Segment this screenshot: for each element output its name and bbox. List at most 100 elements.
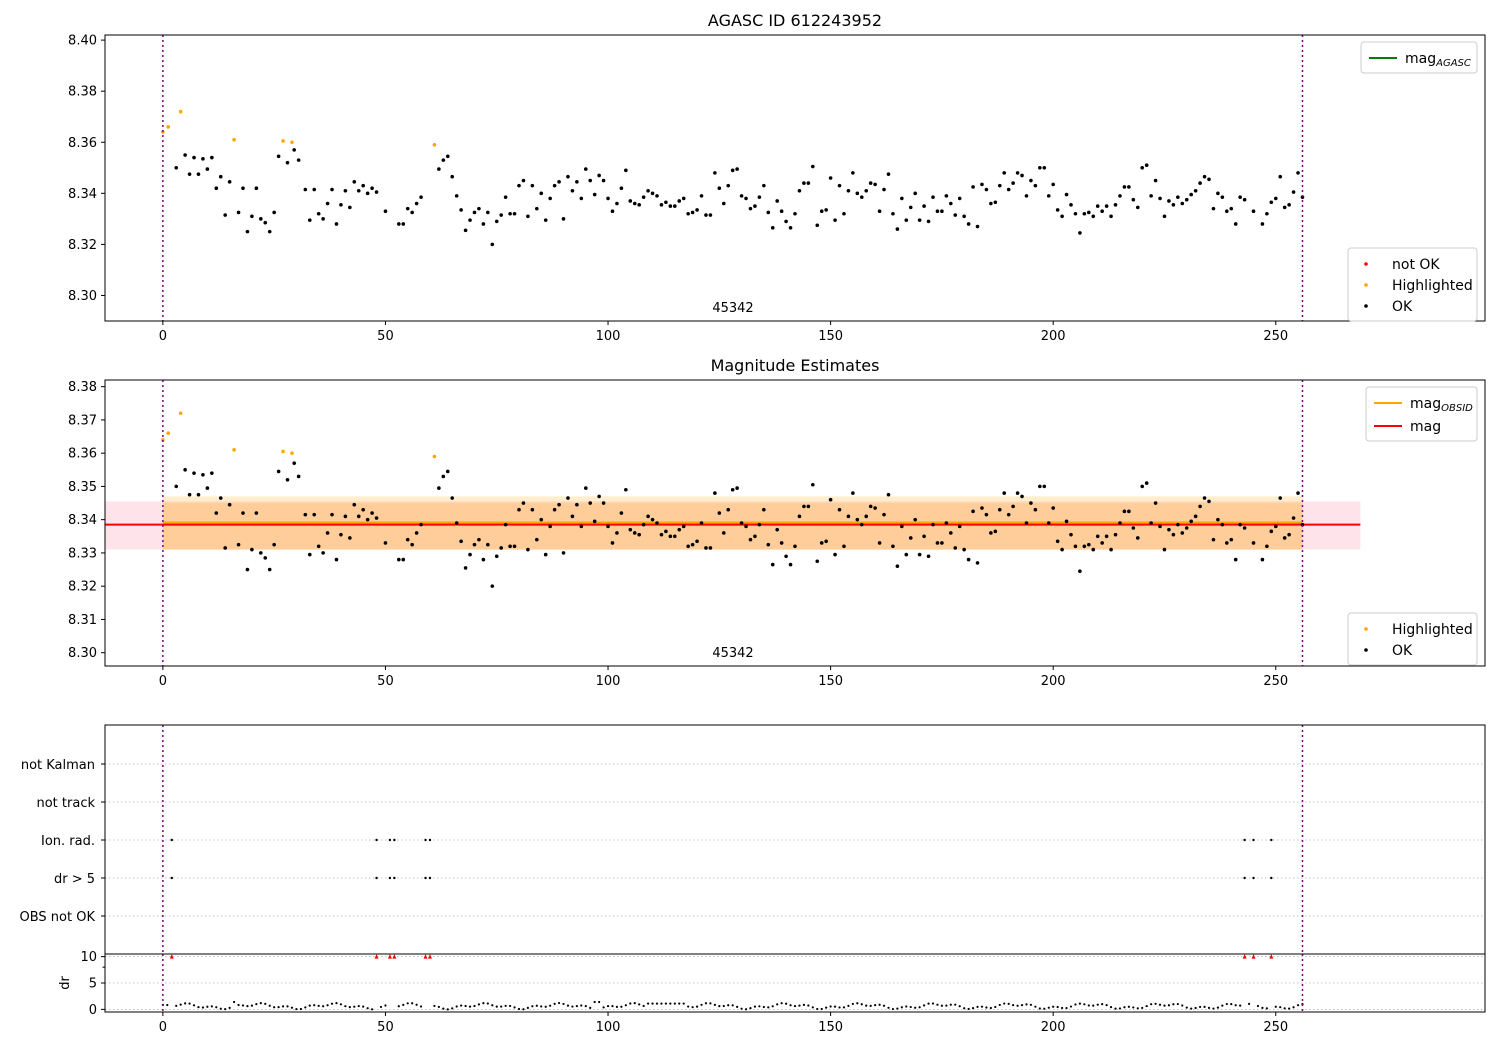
ok-point: [325, 531, 330, 535]
ok-point: [962, 547, 966, 552]
ok-point: [811, 164, 815, 169]
x-tick-label: 0: [159, 674, 167, 689]
ok-point: [1064, 519, 1069, 524]
ok-point: [802, 181, 806, 185]
dr-point: [691, 1006, 694, 1009]
dr-point: [807, 1004, 810, 1007]
ok-point: [1078, 231, 1082, 235]
ok-point: [975, 561, 980, 565]
ok-point: [908, 205, 913, 210]
dr-point: [727, 1004, 730, 1007]
ok-point: [468, 552, 472, 557]
ok-point: [1171, 203, 1176, 207]
ok-point: [1242, 197, 1247, 202]
ok-point: [174, 484, 179, 489]
dr-point: [646, 1002, 650, 1005]
dr-point: [250, 1004, 254, 1007]
dr-point: [1234, 1004, 1237, 1007]
ok-point: [917, 552, 922, 557]
ok-point: [263, 220, 268, 225]
dr-point: [1096, 1003, 1099, 1006]
ok-point: [218, 496, 223, 500]
ok-point: [1189, 519, 1193, 524]
dr-point: [553, 1002, 556, 1006]
ok-point: [477, 537, 481, 542]
ok-point: [445, 469, 450, 474]
ok-point: [245, 567, 250, 572]
flag-category-label: dr > 5: [54, 872, 95, 887]
ok-point: [695, 539, 699, 544]
dr-point: [629, 1002, 632, 1005]
ok-point: [499, 546, 503, 550]
dr-point: [1029, 1003, 1033, 1006]
dr-point: [500, 1005, 503, 1008]
ok-point: [192, 471, 196, 475]
ok-point: [1269, 529, 1274, 534]
ok-point: [183, 153, 187, 157]
ok-point: [699, 521, 704, 525]
ok-point: [646, 188, 650, 193]
flag-point: [1270, 838, 1273, 842]
ok-point: [770, 562, 775, 567]
ok-point: [552, 183, 557, 188]
ok-point: [1296, 491, 1300, 495]
ok-point: [352, 502, 357, 507]
y-tick-label: 5: [89, 977, 97, 992]
dr-point: [914, 1006, 917, 1009]
ok-point: [414, 201, 419, 206]
ok-point: [468, 218, 472, 222]
dr-point: [945, 1004, 948, 1007]
highlighted-point: [178, 411, 183, 416]
highlighted-point: [161, 438, 165, 442]
dr-point: [370, 1008, 374, 1011]
ok-point: [650, 191, 655, 196]
dr-point: [798, 1004, 801, 1007]
ok-point: [704, 213, 708, 217]
x-tick-label: 50: [377, 1020, 394, 1035]
ok-point: [419, 195, 423, 199]
ok-point: [236, 542, 241, 547]
ok-point: [597, 173, 601, 178]
ok-point: [1109, 547, 1113, 552]
dr-point: [1167, 1004, 1171, 1007]
ok-point: [330, 512, 334, 517]
ok-point: [637, 203, 641, 207]
ok-point: [646, 514, 650, 519]
dr-point: [1194, 1006, 1197, 1010]
ok-point: [980, 182, 984, 187]
dr-point: [1230, 1003, 1233, 1006]
ok-point: [802, 504, 806, 509]
ok-point: [1238, 195, 1242, 199]
dr-point: [976, 1005, 979, 1008]
ok-point: [285, 477, 290, 482]
agasc-panel-title: AGASC ID 612243952: [708, 11, 882, 30]
ok-point: [1100, 209, 1104, 213]
ok-point: [241, 511, 245, 515]
ok-point: [997, 183, 1002, 188]
ok-point: [855, 517, 860, 522]
dr-point: [166, 1003, 169, 1007]
ok-point: [530, 183, 535, 188]
ok-point: [1006, 512, 1011, 517]
ok-point: [1015, 171, 1020, 175]
ok-point: [570, 514, 575, 519]
dr-point: [695, 1005, 699, 1008]
ok-point: [957, 524, 962, 529]
ok-point: [935, 209, 940, 213]
dr-point: [1056, 1005, 1059, 1009]
ok-point: [526, 214, 530, 219]
ok-point: [583, 167, 588, 171]
dr-point: [709, 1002, 712, 1005]
ok-point: [370, 186, 374, 191]
ok-point: [713, 491, 717, 495]
dr-capped-marker: [427, 954, 432, 959]
dr-point: [776, 1003, 779, 1006]
ok-point: [886, 172, 891, 176]
estimates-obsid-annotation: 45342: [712, 646, 753, 661]
ok-point: [655, 194, 659, 198]
ok-point: [984, 512, 989, 517]
ok-point: [356, 188, 361, 193]
dr-point: [909, 1005, 912, 1009]
dr-point: [411, 1002, 414, 1005]
dr-point: [1141, 1006, 1144, 1010]
